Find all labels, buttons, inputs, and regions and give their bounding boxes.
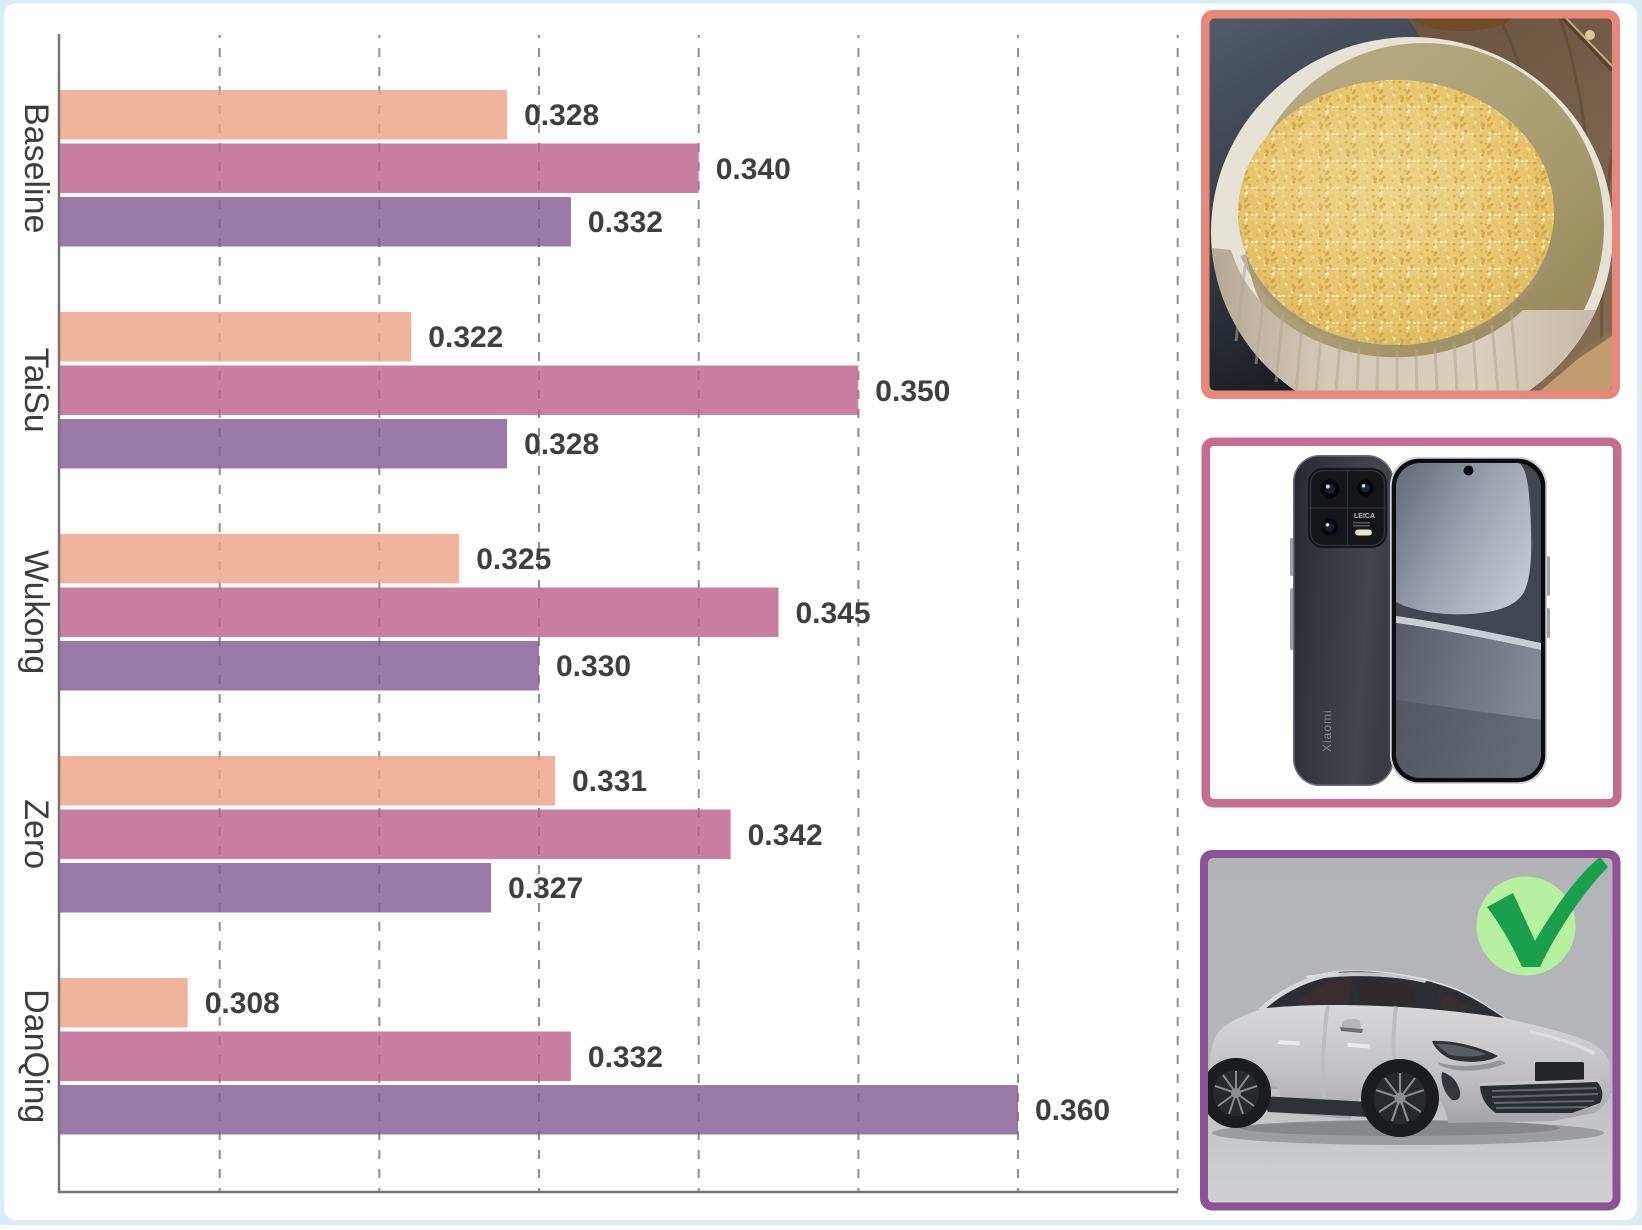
svg-text:0.332: 0.332 — [588, 206, 663, 239]
svg-text:0.350: 0.350 — [875, 375, 950, 408]
svg-text:0.322: 0.322 — [428, 321, 503, 354]
svg-text:Baseline: Baseline — [17, 103, 55, 233]
svg-text:0.325: 0.325 — [476, 543, 551, 576]
svg-text:0.331: 0.331 — [572, 765, 647, 798]
svg-text:0.328: 0.328 — [524, 99, 599, 132]
svg-text:0.360: 0.360 — [1035, 1094, 1110, 1127]
svg-text:0.328: 0.328 — [524, 428, 599, 461]
svg-text:0.308: 0.308 — [205, 987, 280, 1020]
svg-text:0.340: 0.340 — [716, 153, 791, 186]
svg-text:0.342: 0.342 — [748, 819, 823, 852]
svg-text:TaiSu: TaiSu — [17, 348, 55, 433]
svg-text:Zero: Zero — [17, 799, 55, 869]
svg-text:DanQing: DanQing — [17, 989, 55, 1123]
svg-text:Wukong: Wukong — [17, 550, 55, 674]
svg-text:0.327: 0.327 — [508, 872, 583, 905]
svg-text:Xiaomi: Xiaomi — [1320, 709, 1334, 752]
svg-text:LEICA: LEICA — [1354, 513, 1375, 520]
svg-text:0.345: 0.345 — [796, 597, 871, 630]
svg-text:0.332: 0.332 — [588, 1041, 663, 1074]
svg-text:0.330: 0.330 — [556, 650, 631, 683]
